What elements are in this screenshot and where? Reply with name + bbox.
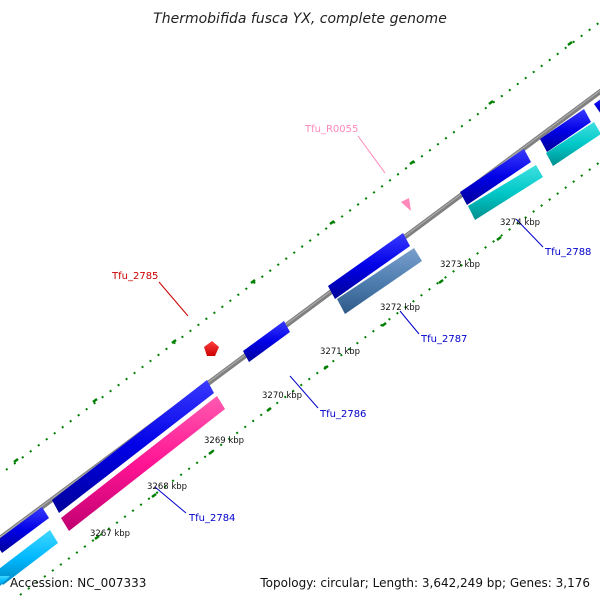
forward-gene-bar-edge (0, 507, 49, 553)
forward-gene-bar-right-2 (594, 99, 600, 113)
gene-label-tfu-2786[interactable]: Tfu_2786 (319, 409, 366, 420)
ruler-label-3270: 3270 kbp (262, 391, 302, 401)
forward-gene-bar-tfu-2784-region (52, 380, 214, 513)
forward-gene-bar-tfu-2788-region (460, 149, 531, 205)
genome-summary-text: Topology: circular; Length: 3,642,249 bp… (259, 576, 590, 590)
feature-marker-tfu-2785 (204, 341, 219, 356)
reverse-gene-bar-edge (0, 530, 58, 585)
reverse-gene-bar-corner (0, 576, 10, 586)
feature-marker-tfu-r0055 (401, 198, 411, 211)
gene-label-tfu-2787[interactable]: Tfu_2787 (420, 334, 467, 345)
outer-tick-ring (0, 21, 600, 476)
inner-tick-ring (19, 161, 600, 596)
forward-gene-bar-right-1 (540, 109, 591, 152)
forward-gene-bar-tfu-2786 (243, 321, 290, 362)
ruler-label-3271: 3271 kbp (320, 347, 360, 357)
gene-label-tfu-2788[interactable]: Tfu_2788 (544, 247, 591, 258)
genome-backbone-highlight (0, 90, 600, 538)
ruler-label-3268: 3268 kbp (147, 482, 187, 492)
reverse-gene-bar-tfu-2784 (61, 396, 225, 531)
map-title: Thermobifida fusca YX, complete genome (153, 11, 447, 27)
ruler-label-3269: 3269 kbp (204, 436, 244, 446)
ruler-label-3273: 3273 kbp (440, 260, 480, 270)
leader-lines (154, 135, 544, 514)
outer-major-ticks (13, 41, 573, 463)
reverse-gene-bar-right (546, 122, 600, 166)
reverse-gene-bar-tfu-2787 (337, 248, 422, 314)
gene-label-tfu-r0055[interactable]: Tfu_R0055 (304, 124, 358, 135)
reverse-gene-bar-tfu-2788 (468, 165, 543, 220)
inner-major-ticks (94, 236, 502, 540)
ruler-label-3274: 3274 kbp (500, 218, 540, 228)
ruler-label-3272: 3272 kbp (380, 303, 420, 313)
gene-label-tfu-2785[interactable]: Tfu_2785 (111, 271, 158, 282)
ruler-label-3267: 3267 kbp (90, 529, 130, 539)
accession-text: Accession: NC_007333 (10, 576, 146, 590)
forward-gene-bar-tfu-2787-region (328, 233, 410, 299)
gene-label-tfu-2784[interactable]: Tfu_2784 (188, 513, 235, 524)
